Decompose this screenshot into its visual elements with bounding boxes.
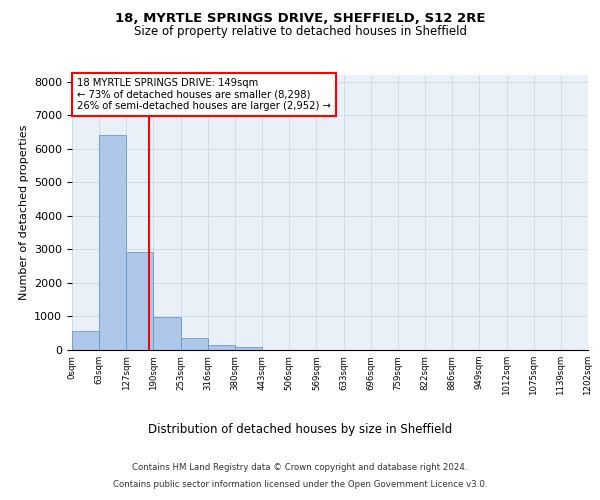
Text: 18 MYRTLE SPRINGS DRIVE: 149sqm
← 73% of detached houses are smaller (8,298)
26%: 18 MYRTLE SPRINGS DRIVE: 149sqm ← 73% of…	[77, 78, 331, 111]
Bar	[154, 318, 181, 350]
Text: Distribution of detached houses by size in Sheffield: Distribution of detached houses by size …	[148, 422, 452, 436]
Text: Contains HM Land Registry data © Crown copyright and database right 2024.: Contains HM Land Registry data © Crown c…	[132, 462, 468, 471]
Text: Size of property relative to detached houses in Sheffield: Size of property relative to detached ho…	[133, 25, 467, 38]
Bar	[99, 134, 127, 350]
Bar	[208, 344, 235, 350]
Text: Contains public sector information licensed under the Open Government Licence v3: Contains public sector information licen…	[113, 480, 487, 489]
Bar	[127, 252, 154, 350]
Bar	[72, 330, 99, 350]
Bar	[235, 348, 262, 350]
Text: 18, MYRTLE SPRINGS DRIVE, SHEFFIELD, S12 2RE: 18, MYRTLE SPRINGS DRIVE, SHEFFIELD, S12…	[115, 12, 485, 26]
Y-axis label: Number of detached properties: Number of detached properties	[19, 125, 29, 300]
Bar	[181, 338, 208, 350]
